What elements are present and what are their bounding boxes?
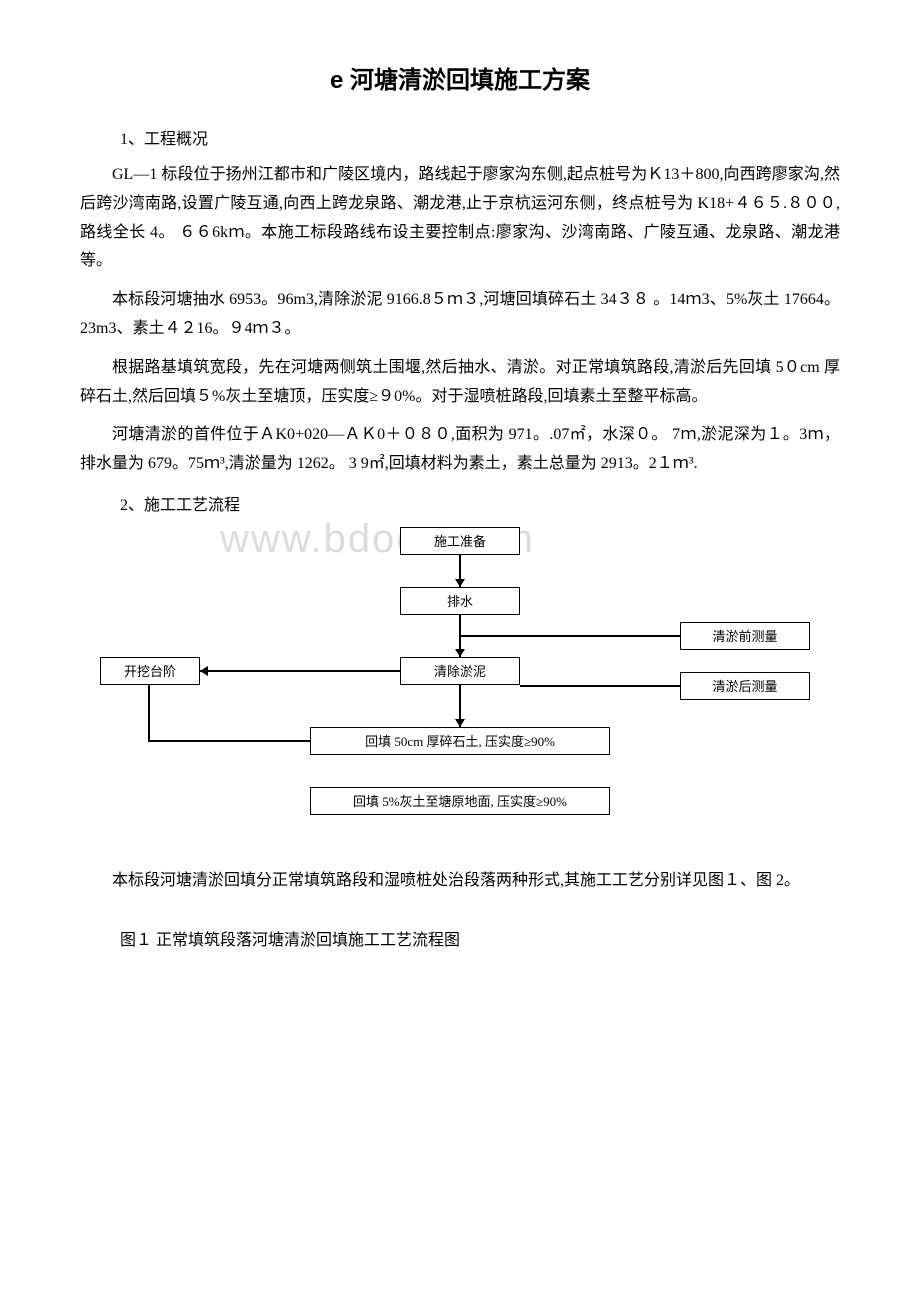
arrow-down-icon <box>455 649 465 657</box>
flow-edge <box>148 740 310 742</box>
flow-node-measure-before: 清淤前测量 <box>680 622 810 650</box>
document-title: e 河塘清淤回填施工方案 <box>80 60 840 95</box>
flow-edge <box>520 685 680 687</box>
section2-heading: 2、施工工艺流程 <box>120 491 840 515</box>
flowchart: www.bdocx.com 施工准备 排水 清除淤泥 开挖台阶 清淤前测量 清淤… <box>80 527 840 847</box>
section1-para1: GL—1 标段位于扬州江都市和广陵区境内，路线起于廖家沟东侧,起点桩号为Ｋ13＋… <box>80 161 840 276</box>
flow-node-backfill1: 回填 50cm 厚碎石土, 压实度≥90% <box>310 727 610 755</box>
flow-node-desilt: 清除淤泥 <box>400 657 520 685</box>
figure1-caption: 图１ 正常填筑段落河塘清淤回填施工工艺流程图 <box>120 926 840 950</box>
arrow-down-icon <box>455 579 465 587</box>
section1-heading: 1、工程概况 <box>120 125 840 149</box>
flow-node-measure-after: 清淤后测量 <box>680 672 810 700</box>
flow-edge <box>461 635 680 637</box>
arrow-left-icon <box>200 666 208 676</box>
flow-node-step: 开挖台阶 <box>100 657 200 685</box>
flow-edge <box>148 685 150 741</box>
section1-para3: 根据路基填筑宽段，先在河塘两侧筑土围堰,然后抽水、清淤。对正常填筑路段,清淤后先… <box>80 354 840 412</box>
flow-node-backfill2: 回填 5%灰土至塘原地面, 压实度≥90% <box>310 787 610 815</box>
section1-para2: 本标段河塘抽水 6953。96m3,清除淤泥 9166.8５ｍ３,河塘回填碎石土… <box>80 286 840 344</box>
flow-node-drain: 排水 <box>400 587 520 615</box>
flow-node-prep: 施工准备 <box>400 527 520 555</box>
section2-para1: 本标段河塘清淤回填分正常填筑路段和湿喷桩处治段落两种形式,其施工工艺分别详见图１… <box>80 867 840 896</box>
flow-edge <box>200 670 400 672</box>
section1-para4: 河塘清淤的首件位于ＡK0+020—ＡＫ0＋０８０,面积为 971。.07㎡，水深… <box>80 421 840 479</box>
arrow-down-icon <box>455 719 465 727</box>
